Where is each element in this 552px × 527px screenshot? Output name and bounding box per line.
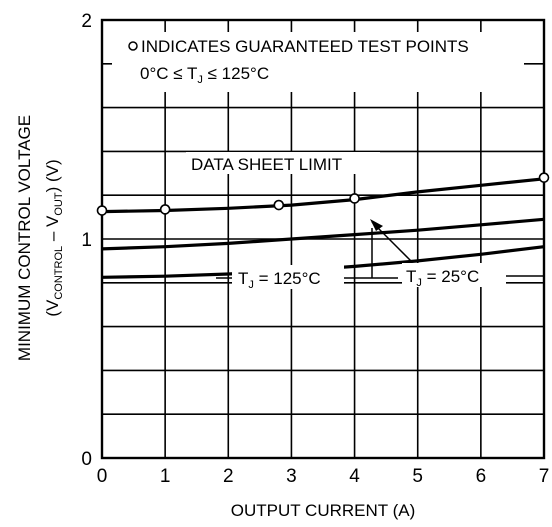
legend-temperature-range: 0°C ≤ TJ ≤ 125°C [140, 64, 269, 86]
x-tick-label: 5 [412, 466, 423, 487]
x-axis-label: OUTPUT CURRENT (A) [231, 501, 416, 520]
test-point [274, 201, 283, 210]
x-tick-label: 4 [349, 466, 360, 487]
test-point [350, 194, 359, 203]
x-tick-labels: 0 1 2 3 4 5 6 7 [97, 466, 550, 487]
series-lines [102, 179, 544, 277]
test-point [98, 206, 107, 215]
y-axis-label-line1: MINIMUM CONTROL VOLTAGE [15, 115, 34, 361]
test-point [161, 205, 170, 214]
y-tick-label: 1 [81, 230, 92, 251]
x-tick-label: 0 [97, 466, 108, 487]
series-label-data-sheet-limit: DATA SHEET LIMIT [191, 155, 342, 174]
legend-marker [129, 42, 137, 50]
legend-marker-text: INDICATES GUARANTEED TEST POINTS [141, 37, 469, 56]
y-tick-label: 2 [81, 11, 92, 32]
series-line-tj-25 [102, 219, 544, 249]
y-tick-labels: 0 1 2 [81, 11, 92, 470]
y-axis-label-line2: (VCONTROL – VOUT) (V) [43, 159, 65, 316]
x-tick-label: 6 [476, 466, 487, 487]
x-tick-label: 3 [286, 466, 297, 487]
x-tick-label: 2 [223, 466, 234, 487]
x-tick-label: 1 [160, 466, 171, 487]
test-point [540, 173, 549, 182]
y-tick-label: 0 [81, 449, 92, 470]
x-tick-label: 7 [539, 466, 550, 487]
